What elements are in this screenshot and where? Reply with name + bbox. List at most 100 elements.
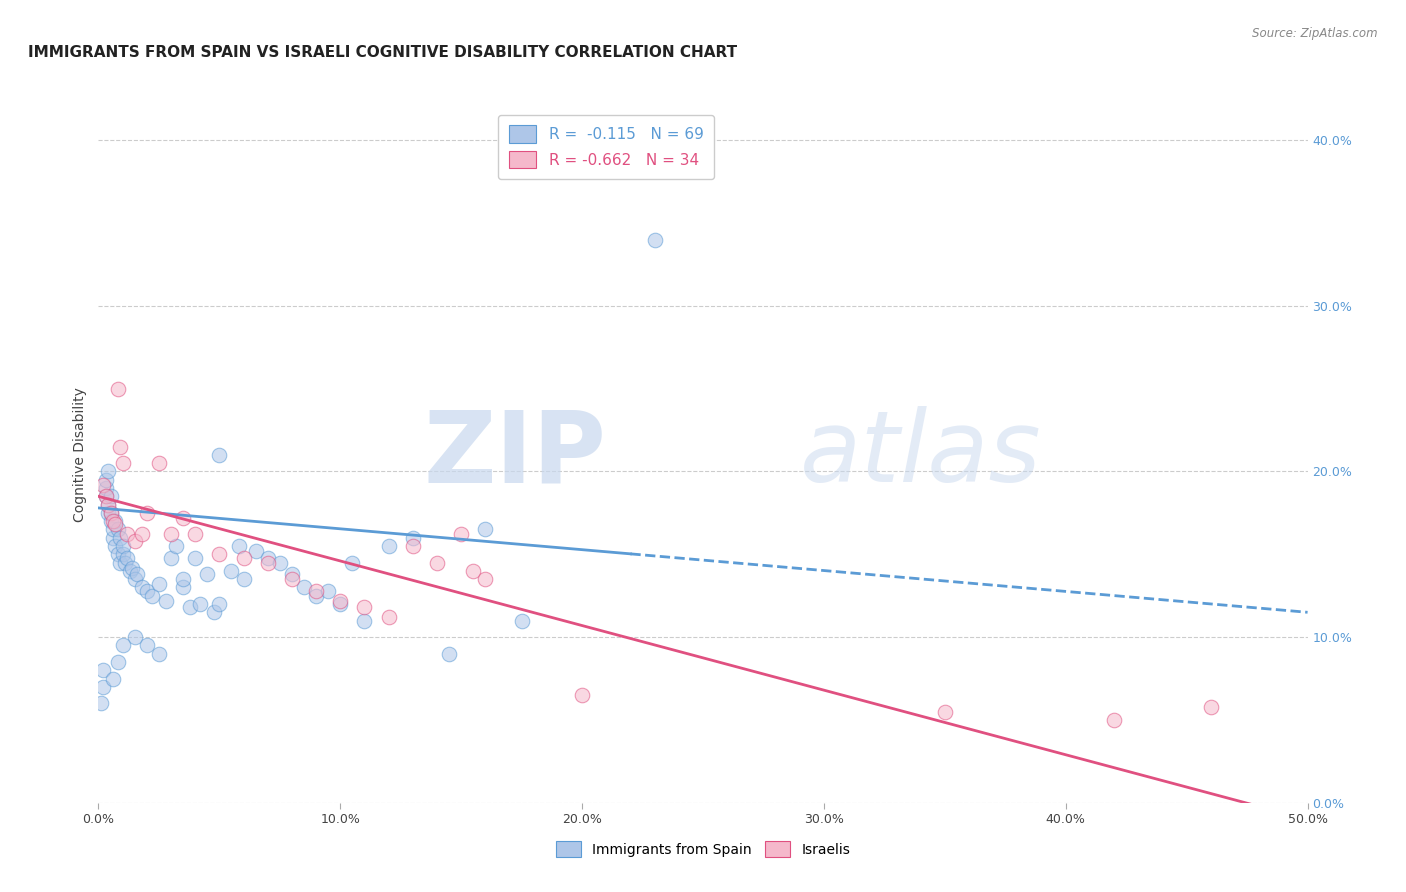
Point — [124, 534, 146, 549]
Point — [934, 705, 956, 719]
Point — [1199, 699, 1222, 714]
Point — [179, 600, 201, 615]
Y-axis label: Cognitive Disability: Cognitive Disability — [73, 387, 87, 523]
Point — [305, 583, 328, 598]
Point — [377, 610, 399, 624]
Point — [117, 527, 139, 541]
Point — [111, 547, 134, 561]
Point — [269, 556, 291, 570]
Point — [342, 556, 364, 570]
Point — [104, 539, 127, 553]
Point — [97, 498, 120, 512]
Point — [101, 531, 124, 545]
Point — [402, 539, 425, 553]
Point — [131, 527, 153, 541]
Point — [316, 583, 339, 598]
Point — [121, 560, 143, 574]
Point — [232, 572, 254, 586]
Point — [1102, 713, 1125, 727]
Point — [135, 583, 157, 598]
Point — [450, 527, 472, 541]
Point — [135, 639, 157, 653]
Point — [165, 539, 187, 553]
Point — [91, 477, 114, 491]
Point — [94, 481, 117, 495]
Point — [97, 498, 120, 512]
Point — [402, 531, 425, 545]
Point — [510, 614, 533, 628]
Point — [97, 506, 120, 520]
Point — [101, 523, 124, 537]
Point — [474, 572, 496, 586]
Point — [256, 550, 278, 565]
Point — [124, 630, 146, 644]
Point — [101, 672, 124, 686]
Point — [124, 572, 146, 586]
Point — [292, 581, 315, 595]
Point — [160, 527, 183, 541]
Point — [305, 589, 328, 603]
Point — [245, 544, 267, 558]
Point — [107, 382, 129, 396]
Point — [172, 511, 194, 525]
Point — [208, 597, 231, 611]
Point — [195, 567, 218, 582]
Point — [437, 647, 460, 661]
Point — [353, 614, 375, 628]
Point — [426, 556, 449, 570]
Text: Source: ZipAtlas.com: Source: ZipAtlas.com — [1253, 27, 1378, 40]
Point — [329, 593, 352, 607]
Point — [90, 697, 112, 711]
Point — [148, 577, 170, 591]
Point — [108, 556, 131, 570]
Point — [172, 581, 194, 595]
Point — [111, 639, 134, 653]
Point — [108, 531, 131, 545]
Point — [100, 506, 122, 520]
Point — [208, 448, 231, 462]
Point — [160, 550, 183, 565]
Point — [107, 523, 129, 537]
Point — [94, 473, 117, 487]
Point — [94, 489, 117, 503]
Point — [97, 465, 120, 479]
Point — [104, 517, 127, 532]
Point — [232, 550, 254, 565]
Point — [377, 539, 399, 553]
Point — [94, 489, 117, 503]
Point — [208, 547, 231, 561]
Point — [100, 514, 122, 528]
Point — [571, 688, 593, 702]
Point — [91, 663, 114, 677]
Point — [474, 523, 496, 537]
Point — [108, 440, 131, 454]
Point — [329, 597, 352, 611]
Point — [148, 456, 170, 470]
Text: ZIP: ZIP — [423, 407, 606, 503]
Point — [135, 506, 157, 520]
Point — [100, 489, 122, 503]
Point — [141, 589, 163, 603]
Point — [353, 600, 375, 615]
Point — [204, 605, 226, 619]
Point — [111, 539, 134, 553]
Text: IMMIGRANTS FROM SPAIN VS ISRAELI COGNITIVE DISABILITY CORRELATION CHART: IMMIGRANTS FROM SPAIN VS ISRAELI COGNITI… — [28, 45, 737, 60]
Point — [104, 514, 127, 528]
Point — [118, 564, 141, 578]
Point — [107, 655, 129, 669]
Point — [117, 550, 139, 565]
Point — [188, 597, 211, 611]
Point — [281, 567, 304, 582]
Legend: Immigrants from Spain, Israelis: Immigrants from Spain, Israelis — [547, 833, 859, 865]
Point — [155, 593, 177, 607]
Point — [100, 506, 122, 520]
Point — [228, 539, 250, 553]
Point — [184, 527, 207, 541]
Point — [463, 564, 485, 578]
Point — [644, 233, 666, 247]
Point — [101, 514, 124, 528]
Point — [256, 556, 278, 570]
Point — [221, 564, 243, 578]
Point — [131, 581, 153, 595]
Point — [148, 647, 170, 661]
